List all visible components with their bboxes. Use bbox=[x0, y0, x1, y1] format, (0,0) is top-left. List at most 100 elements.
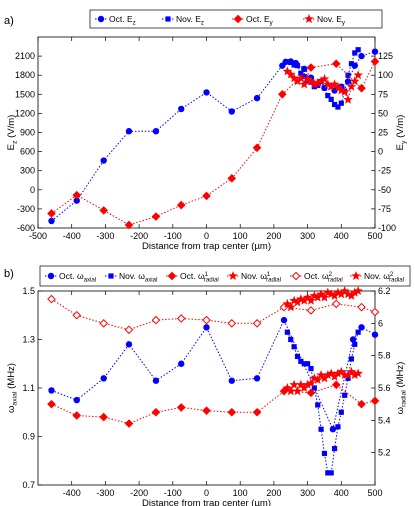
data-point bbox=[312, 374, 323, 384]
data-point bbox=[339, 286, 350, 296]
data-point bbox=[302, 74, 313, 84]
data-point bbox=[72, 190, 82, 200]
data-point bbox=[309, 79, 320, 89]
data-point bbox=[296, 73, 306, 83]
data-point bbox=[299, 383, 309, 393]
data-point bbox=[331, 446, 338, 452]
y-right-axis-title-after: (MHz) bbox=[395, 362, 406, 391]
data-point bbox=[306, 295, 316, 305]
data-point bbox=[371, 48, 379, 55]
legend-label-main: Nov. ω bbox=[241, 271, 267, 281]
data-point bbox=[325, 470, 331, 476]
y-left-tick-label: 2100 bbox=[15, 51, 35, 61]
panel-label: b) bbox=[4, 268, 14, 280]
data-point bbox=[338, 409, 344, 415]
data-point bbox=[319, 292, 330, 302]
legend-marker bbox=[108, 273, 114, 279]
data-point bbox=[72, 310, 82, 320]
legend-label-main: Oct. E bbox=[109, 14, 133, 24]
legend-label: Nov. ωaxial bbox=[119, 271, 157, 283]
data-point bbox=[302, 379, 313, 389]
data-point bbox=[306, 388, 316, 398]
data-point bbox=[353, 70, 363, 80]
data-point bbox=[316, 76, 326, 86]
legend-label-main: Nov. ω bbox=[364, 271, 390, 281]
x-tick-label: 100 bbox=[233, 488, 248, 498]
data-point bbox=[323, 79, 333, 89]
data-point bbox=[292, 76, 303, 86]
data-point bbox=[328, 470, 334, 476]
legend-label-sub: axial bbox=[145, 276, 158, 283]
legend-label-sup: 1 bbox=[205, 271, 209, 278]
data-point bbox=[227, 174, 237, 183]
data-point bbox=[338, 100, 344, 106]
data-point bbox=[319, 74, 330, 84]
legend-label-sup: 1 bbox=[267, 271, 271, 278]
data-point bbox=[302, 292, 313, 302]
y-right-axis-title: ωradial (MHz) bbox=[395, 362, 408, 415]
data-point bbox=[152, 377, 160, 384]
data-point bbox=[285, 386, 296, 396]
legend-label-sub: radial bbox=[204, 276, 219, 283]
data-point bbox=[99, 412, 109, 422]
data-point bbox=[348, 61, 355, 67]
data-point bbox=[357, 302, 366, 312]
series-line bbox=[287, 49, 359, 108]
data-point bbox=[344, 78, 352, 85]
x-tick-label: -300 bbox=[96, 488, 114, 498]
legend: Oct. Ez Nov. Ez Oct. Ey Nov. Ey bbox=[89, 9, 383, 29]
y-right-tick-label: 125 bbox=[378, 51, 393, 61]
legend-label-sup: 2 bbox=[329, 271, 333, 278]
data-point bbox=[311, 84, 317, 90]
x-tick-label: 200 bbox=[266, 231, 281, 241]
legend-label-main: Nov. E bbox=[317, 14, 342, 24]
legend-label: Nov. ω1 radial bbox=[241, 271, 281, 283]
data-point bbox=[125, 341, 133, 348]
legend-marker bbox=[47, 272, 55, 280]
legend-marker bbox=[304, 14, 314, 24]
legend-label-main: Oct. ω bbox=[180, 271, 205, 281]
y-right-tick-label: 6.2 bbox=[378, 286, 391, 296]
data-point bbox=[284, 329, 290, 335]
data-point bbox=[285, 302, 296, 312]
legend-marker bbox=[351, 271, 361, 281]
series-line bbox=[51, 298, 376, 331]
series-4 bbox=[282, 66, 363, 104]
x-tick-label: -400 bbox=[63, 488, 81, 498]
data-point bbox=[100, 375, 107, 382]
data-point bbox=[335, 424, 341, 430]
y-right-axis-title-after: (V/m) bbox=[395, 115, 406, 141]
y-left-tick-label: 0.7 bbox=[22, 480, 35, 490]
data-point bbox=[336, 289, 347, 299]
data-point bbox=[47, 209, 56, 218]
data-point bbox=[47, 294, 56, 304]
data-point bbox=[151, 315, 161, 325]
data-point bbox=[202, 406, 211, 415]
data-point bbox=[329, 79, 340, 89]
data-point bbox=[312, 292, 323, 302]
data-point bbox=[252, 143, 262, 153]
y-right-tick-label: 5.6 bbox=[378, 383, 391, 393]
data-point bbox=[73, 197, 80, 204]
data-point bbox=[227, 407, 237, 417]
data-point bbox=[289, 295, 299, 305]
data-point bbox=[125, 128, 133, 135]
data-point bbox=[48, 217, 55, 225]
data-point bbox=[335, 104, 341, 110]
y-left-axis-title-main: ω bbox=[6, 405, 17, 413]
legend-marker bbox=[165, 16, 171, 22]
data-point bbox=[323, 287, 333, 297]
data-point bbox=[296, 379, 306, 389]
data-point bbox=[288, 59, 294, 66]
data-point bbox=[326, 368, 336, 378]
x-tick-label: 100 bbox=[233, 231, 248, 241]
data-point bbox=[325, 92, 331, 99]
data-point bbox=[316, 370, 326, 380]
y-right-tick-label: -75 bbox=[378, 204, 391, 214]
legend-marker bbox=[233, 14, 243, 24]
data-point bbox=[176, 403, 186, 412]
data-point bbox=[203, 324, 210, 331]
legend-label-main: Oct. ω bbox=[59, 271, 84, 281]
series-2 bbox=[284, 329, 361, 476]
data-point bbox=[333, 287, 343, 297]
